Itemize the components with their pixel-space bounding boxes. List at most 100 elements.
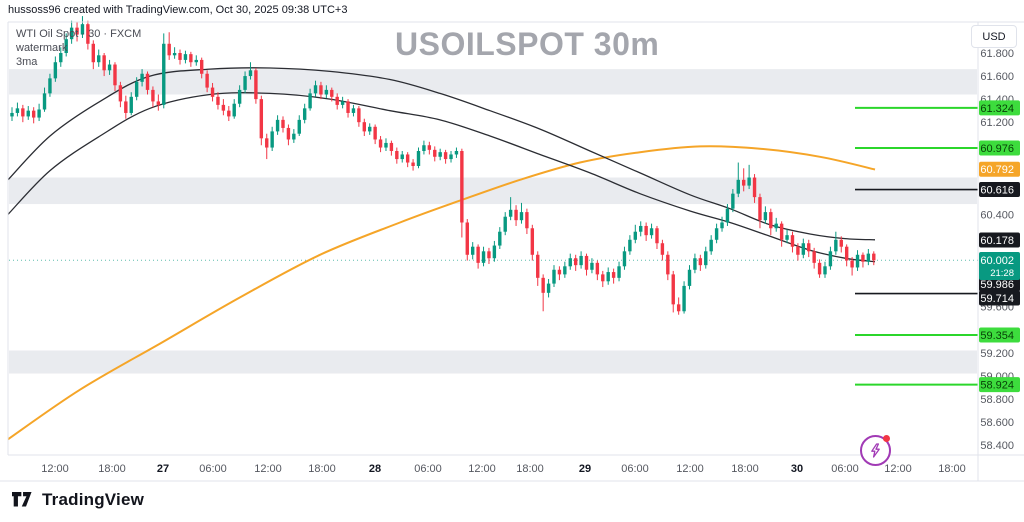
candle bbox=[498, 227, 502, 250]
candle bbox=[330, 87, 334, 102]
chart-watermark: USOILSPOT 30m bbox=[395, 26, 660, 62]
candle bbox=[216, 92, 220, 110]
candle bbox=[774, 217, 778, 232]
candle bbox=[205, 70, 209, 93]
candle bbox=[194, 55, 198, 66]
currency-button[interactable]: USD bbox=[971, 25, 1017, 48]
candle bbox=[335, 93, 339, 110]
zone-band bbox=[9, 177, 977, 205]
candle bbox=[460, 148, 464, 238]
svg-text:59.354: 59.354 bbox=[980, 330, 1014, 342]
candle bbox=[693, 253, 697, 274]
candle bbox=[606, 267, 610, 285]
candle bbox=[850, 257, 854, 276]
candle bbox=[796, 243, 800, 261]
candle bbox=[313, 80, 318, 97]
candle bbox=[373, 124, 377, 145]
price-badge: 60.976 bbox=[979, 140, 1020, 156]
candle bbox=[682, 281, 686, 314]
price-axis[interactable]: 61.80061.60061.40061.20060.40059.60059.2… bbox=[979, 48, 1020, 452]
candle bbox=[779, 221, 784, 247]
candle bbox=[617, 261, 621, 282]
candle bbox=[514, 205, 518, 226]
candle bbox=[536, 251, 540, 286]
candle bbox=[443, 149, 448, 164]
candle bbox=[752, 174, 757, 203]
symbol-legend: WTI Oil Spot · 30 · FXCM watermark 3ma bbox=[16, 27, 141, 69]
candle bbox=[200, 57, 204, 79]
candle bbox=[492, 240, 497, 262]
svg-text:61.324: 61.324 bbox=[980, 103, 1014, 115]
price-tick-label: 58.800 bbox=[980, 394, 1014, 406]
candle bbox=[389, 140, 394, 156]
candle bbox=[834, 231, 838, 255]
svg-text:60.616: 60.616 bbox=[980, 185, 1014, 197]
candle bbox=[243, 71, 247, 94]
candle bbox=[644, 222, 648, 241]
candle bbox=[37, 103, 41, 122]
candle bbox=[872, 251, 876, 266]
candle bbox=[259, 95, 264, 146]
zone-band bbox=[9, 350, 977, 374]
candle bbox=[731, 189, 735, 213]
svg-text:60.002: 60.002 bbox=[980, 255, 1014, 267]
price-tick-label: 58.600 bbox=[980, 417, 1014, 429]
candle bbox=[655, 225, 659, 250]
candle bbox=[449, 151, 453, 163]
candle bbox=[400, 151, 404, 163]
tradingview-logo[interactable]: TradingView bbox=[12, 490, 144, 510]
candle bbox=[411, 159, 415, 171]
candle bbox=[487, 247, 491, 264]
candle bbox=[248, 62, 253, 80]
candle bbox=[807, 239, 811, 258]
zones-layer bbox=[9, 69, 977, 374]
candle bbox=[80, 16, 85, 39]
candle bbox=[433, 146, 437, 162]
price-lines-layer bbox=[855, 106, 978, 386]
candle bbox=[189, 51, 193, 67]
svg-text:59.986: 59.986 bbox=[980, 279, 1014, 291]
candle bbox=[541, 274, 545, 312]
candle bbox=[172, 47, 177, 59]
time-tick-label: 18:00 bbox=[308, 463, 336, 475]
candle bbox=[476, 244, 480, 269]
candle bbox=[568, 253, 572, 270]
candle bbox=[167, 32, 171, 60]
candle bbox=[368, 123, 372, 135]
time-tick-label: 06:00 bbox=[199, 463, 227, 475]
candle bbox=[281, 116, 285, 133]
candle bbox=[346, 99, 350, 118]
pane-borders bbox=[0, 21, 1024, 482]
candle bbox=[237, 85, 242, 108]
candle bbox=[10, 107, 14, 122]
candle bbox=[855, 250, 860, 271]
svg-text:60.792: 60.792 bbox=[980, 164, 1014, 176]
alert-fab-button[interactable] bbox=[860, 435, 891, 466]
candle bbox=[481, 246, 486, 267]
candle bbox=[725, 204, 730, 226]
time-tick-label: 06:00 bbox=[621, 463, 649, 475]
candle bbox=[162, 33, 166, 109]
candle bbox=[113, 62, 117, 92]
tradingview-logo-text: TradingView bbox=[42, 490, 145, 509]
moving-averages-layer bbox=[7, 67, 876, 441]
candle bbox=[319, 81, 323, 100]
price-badge: 60.616 bbox=[979, 182, 1020, 198]
time-axis[interactable]: 12:00 18:00 27 06:00 12:00 18:00 28 06:00 12:00 1… bbox=[41, 463, 966, 475]
candle bbox=[286, 124, 291, 146]
candle bbox=[292, 129, 296, 143]
candle bbox=[129, 92, 133, 116]
candle bbox=[64, 33, 68, 57]
candle bbox=[633, 224, 637, 244]
time-tick-label: 12:00 bbox=[254, 463, 282, 475]
candle bbox=[254, 67, 258, 104]
candle bbox=[145, 71, 150, 95]
candles-layer[interactable] bbox=[10, 16, 876, 315]
tradingview-logo-icon bbox=[12, 491, 32, 506]
price-tick-label: 61.800 bbox=[980, 48, 1014, 60]
candle bbox=[26, 106, 30, 120]
time-tick-day: 27 bbox=[157, 463, 169, 475]
candle bbox=[828, 246, 833, 270]
svg-text:58.924: 58.924 bbox=[980, 380, 1014, 392]
